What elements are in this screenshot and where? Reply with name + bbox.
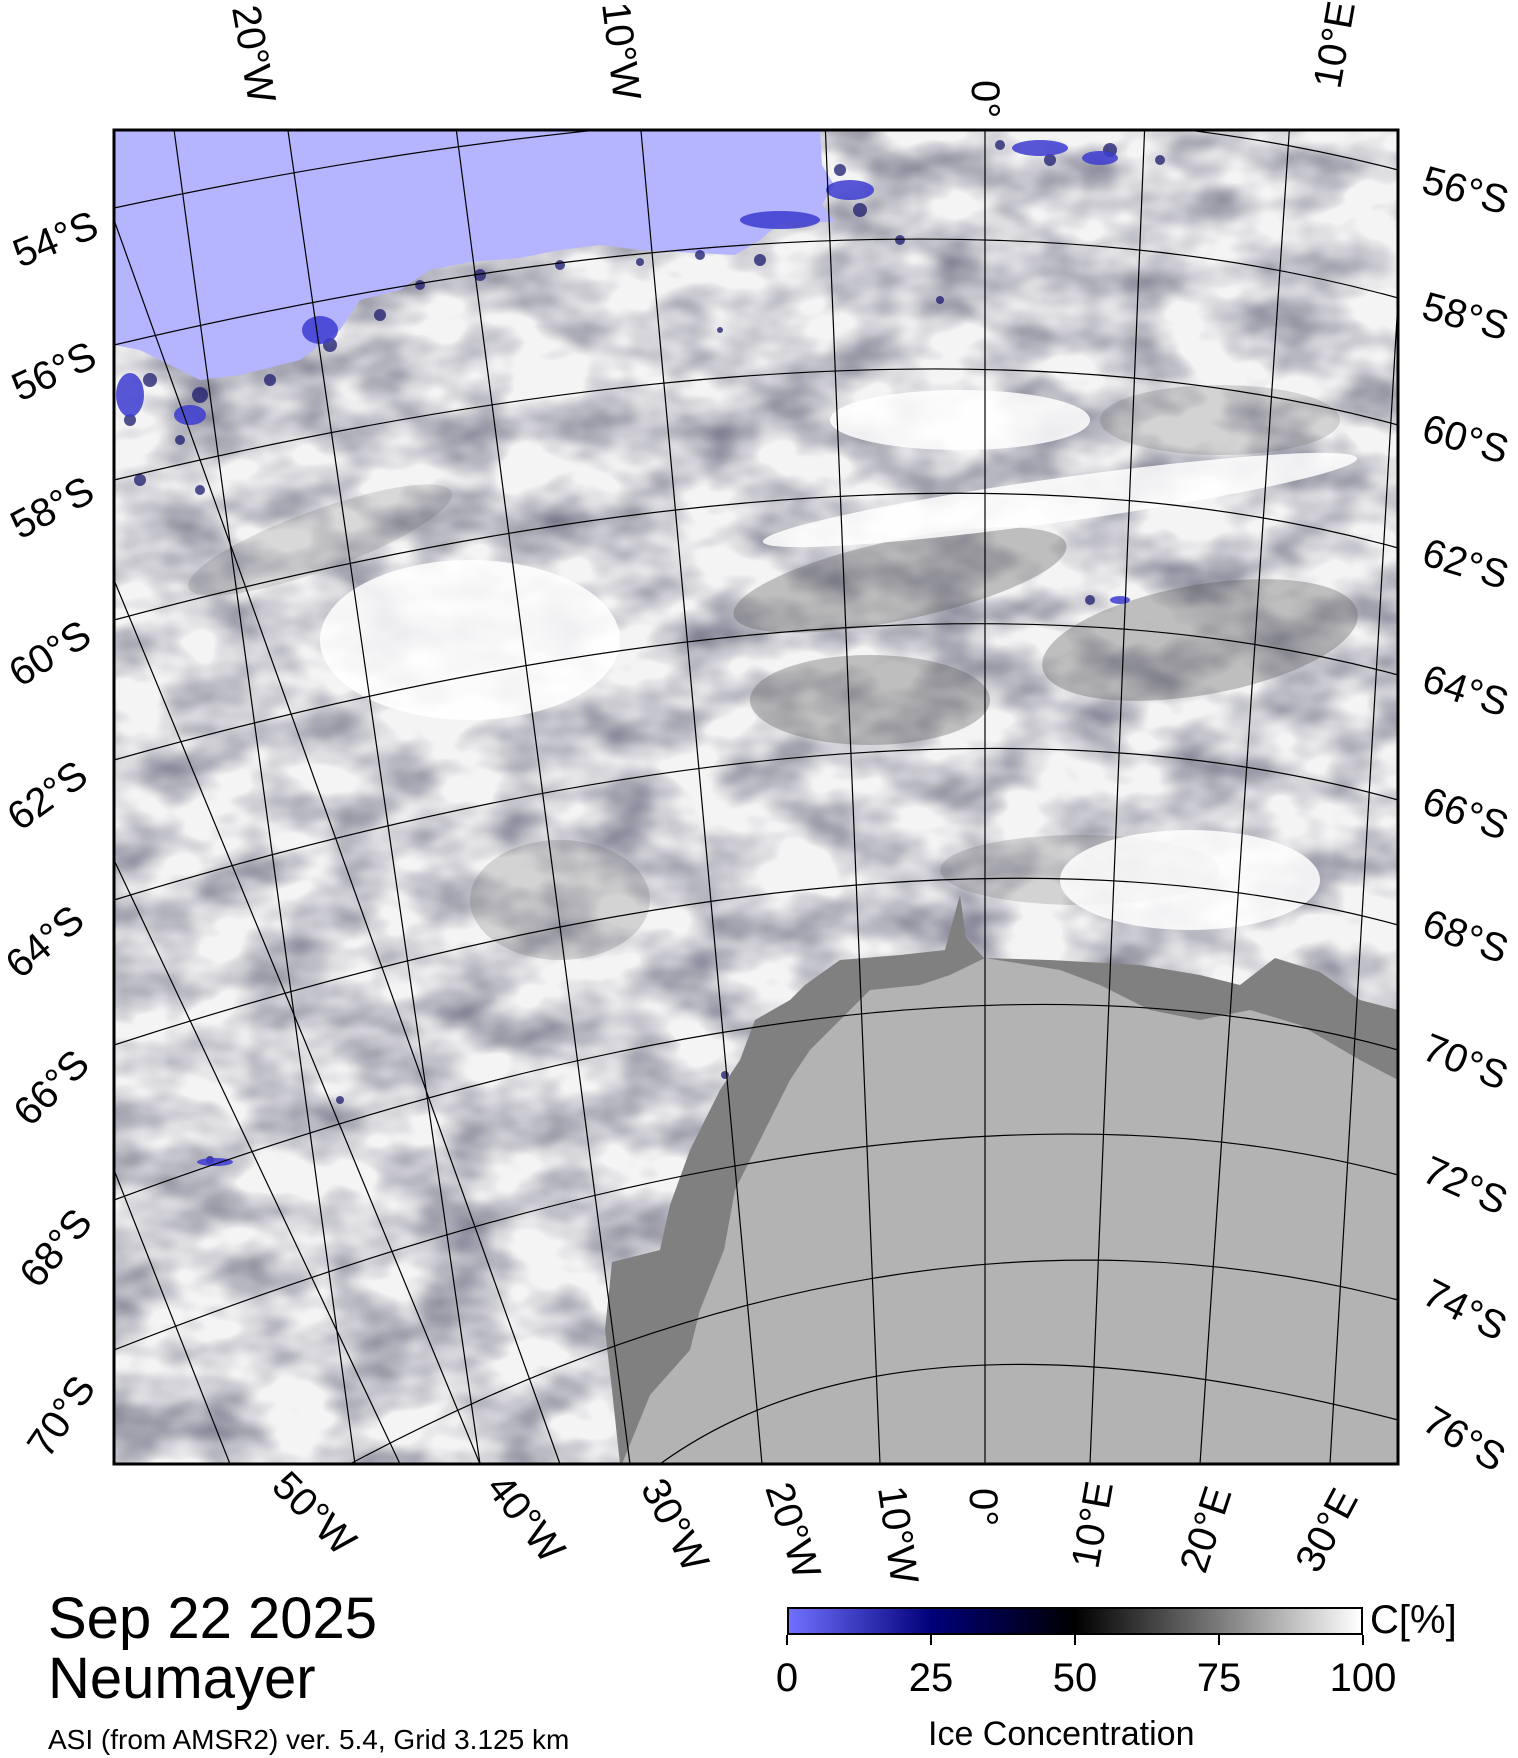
station-title: Neumayer	[48, 1646, 316, 1711]
left-lat-label: 58°S	[4, 468, 102, 548]
pack-ice-floes	[116, 140, 1130, 1166]
bottom-lon-label: 40°W	[478, 1466, 573, 1571]
date-title: Sep 22 2025	[48, 1586, 377, 1651]
top-longitude-labels: 20°W 10°W 0° 10°E	[223, 0, 1364, 118]
right-lat-label: 76°S	[1415, 1398, 1512, 1481]
map-frame	[112, 128, 1400, 1466]
colorbar-tick-mark	[1218, 1635, 1220, 1645]
antarctic-land	[622, 958, 1398, 1464]
bottom-lon-label: 10°W	[869, 1483, 926, 1587]
left-lat-label: 68°S	[11, 1201, 101, 1296]
left-lat-label: 66°S	[5, 1042, 98, 1135]
colorbar-tick-mark	[786, 1635, 788, 1645]
colorbar-title: Ice Concentration	[928, 1715, 1195, 1753]
right-latitude-labels: 56°S 58°S 60°S 62°S 64°S 66°S 68°S 70°S …	[1415, 158, 1514, 1480]
bottom-lon-label: 10°E	[1064, 1478, 1122, 1571]
right-lat-label: 72°S	[1416, 1148, 1514, 1224]
product-note: ASI (from AMSR2) ver. 5.4, Grid 3.125 km	[48, 1724, 570, 1755]
left-lat-label: 60°S	[1, 612, 98, 696]
bottom-lon-label: 0°	[961, 1488, 1005, 1526]
colorbar	[787, 1607, 1363, 1635]
left-lat-label: 70°S	[19, 1368, 104, 1465]
colorbar-tick-mark	[1362, 1635, 1364, 1645]
open-ocean	[114, 130, 835, 380]
top-lon-label: 10°W	[593, 0, 649, 103]
graticule-parallels	[114, 130, 1398, 1464]
left-lat-label: 54°S	[7, 203, 104, 276]
left-lat-label: 62°S	[0, 752, 96, 839]
right-lat-label: 60°S	[1418, 406, 1514, 472]
right-lat-label: 64°S	[1417, 657, 1514, 726]
right-lat-label: 66°S	[1417, 779, 1514, 849]
bottom-lon-label: 50°W	[264, 1463, 365, 1564]
right-lat-label: 74°S	[1416, 1271, 1514, 1350]
bottom-longitude-labels: 50°W 40°W 30°W 20°W 10°W 0° 10°E 20°E 30…	[264, 1463, 1367, 1587]
left-latitude-labels: 54°S 56°S 58°S 60°S 62°S 64°S 66°S 68°S …	[0, 203, 104, 1465]
bright-ice-bands	[320, 390, 1358, 930]
top-lon-label: 0°	[963, 80, 1007, 118]
colorbar-tick-mark	[1074, 1635, 1076, 1645]
right-lat-label: 68°S	[1417, 901, 1514, 972]
right-lat-label: 62°S	[1417, 531, 1513, 599]
right-lat-label: 58°S	[1418, 284, 1514, 349]
bottom-lon-label: 30°W	[632, 1472, 717, 1580]
colorbar-unit: C[%]	[1370, 1598, 1457, 1642]
top-lon-label: 20°W	[223, 2, 283, 107]
bottom-lon-label: 30°E	[1287, 1482, 1367, 1580]
top-lon-label: 10°E	[1306, 0, 1364, 92]
right-lat-label: 56°S	[1418, 158, 1514, 223]
right-lat-label: 70°S	[1417, 1026, 1514, 1099]
bottom-lon-label: 20°W	[756, 1477, 828, 1584]
colorbar-tick-mark	[930, 1635, 932, 1645]
colorbar-tick-label: 75	[1196, 1656, 1242, 1700]
colorbar-tick-label: 25	[908, 1656, 954, 1700]
colorbar-tick-label: 50	[1052, 1656, 1098, 1700]
left-lat-label: 64°S	[0, 897, 93, 987]
left-lat-label: 56°S	[5, 333, 103, 410]
graticule-meridians	[114, 130, 1398, 1464]
colorbar-tick-label: 0	[775, 1656, 799, 1700]
bottom-lon-label: 20°E	[1172, 1481, 1241, 1578]
colorbar-tick-label: 100	[1329, 1656, 1397, 1700]
